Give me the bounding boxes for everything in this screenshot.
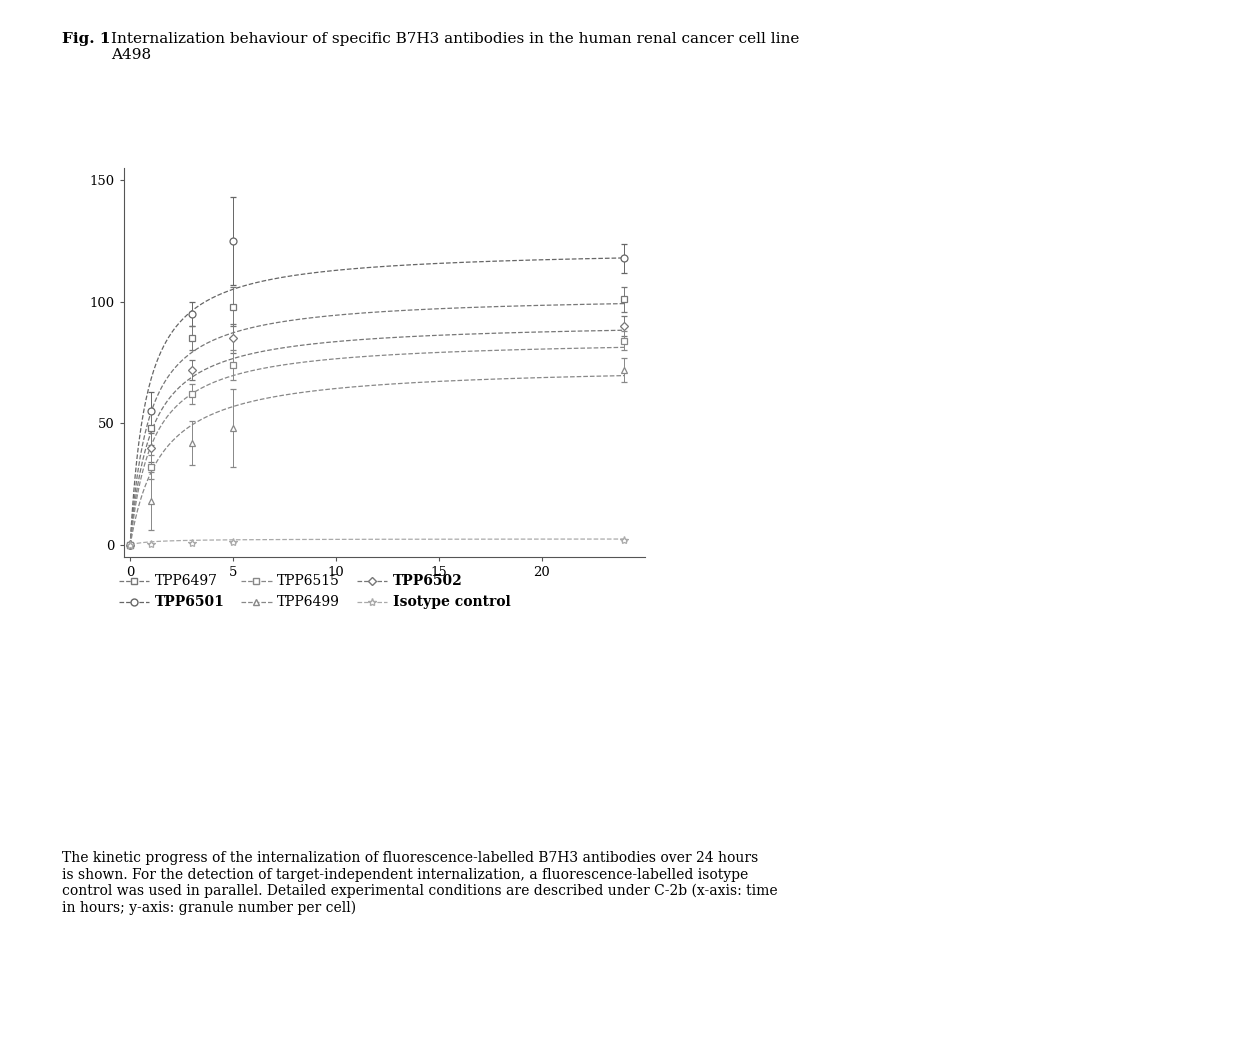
Text: Fig. 1: Fig. 1 bbox=[62, 32, 115, 45]
Text: The kinetic progress of the internalization of fluorescence-labelled B7H3 antibo: The kinetic progress of the internalizat… bbox=[62, 851, 777, 914]
Legend: TPP6497, TPP6501, TPP6515, TPP6499, TPP6502, Isotype control: TPP6497, TPP6501, TPP6515, TPP6499, TPP6… bbox=[119, 575, 511, 610]
Text: Internalization behaviour of specific B7H3 antibodies in the human renal cancer : Internalization behaviour of specific B7… bbox=[112, 32, 800, 62]
